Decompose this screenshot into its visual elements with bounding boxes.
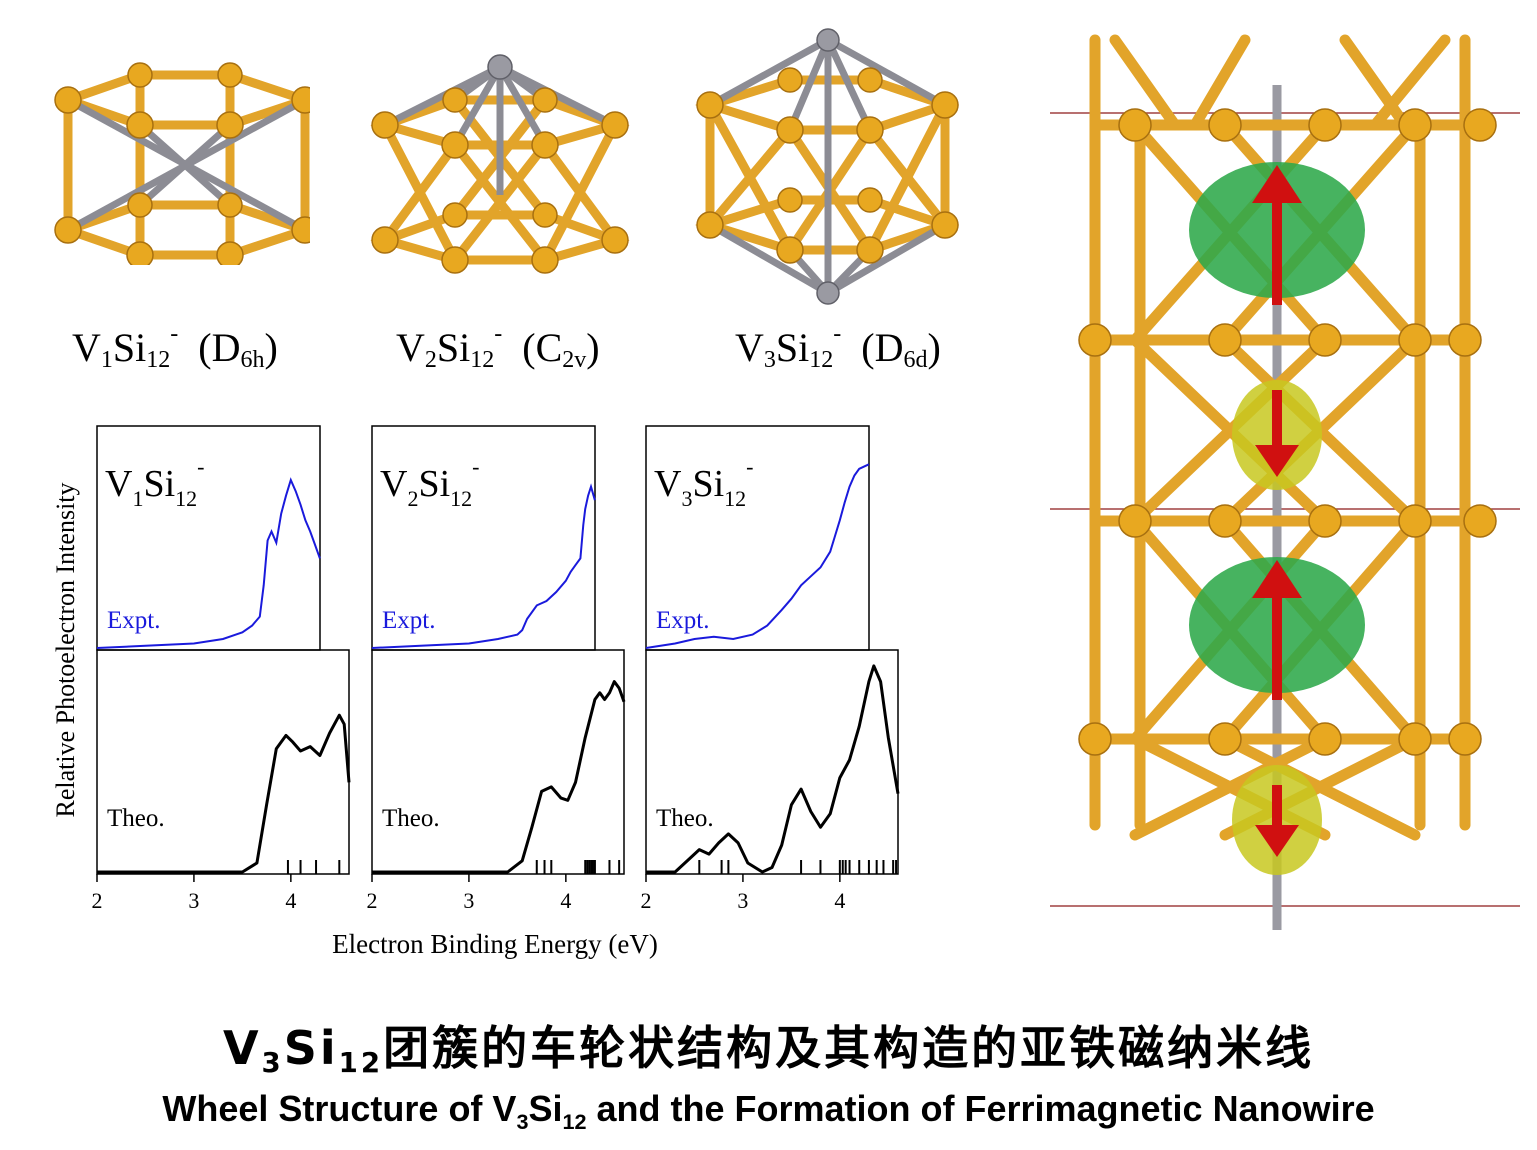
x-tick-label-1-2: 2 xyxy=(92,888,103,913)
panel-formula-3: V3Si12- xyxy=(654,454,753,511)
nanowire-structure-image xyxy=(1050,34,1520,930)
theo-label-2: Theo. xyxy=(382,805,440,832)
x-tick-label-2-2: 2 xyxy=(367,888,378,913)
theo-frame-1 xyxy=(96,649,350,875)
theo-label-1: Theo. xyxy=(107,805,165,832)
title-english: Wheel Structure of V3Si12 and the Format… xyxy=(162,1088,1375,1134)
x-axis-label: Electron Binding Energy (eV) xyxy=(332,929,658,959)
expt-curve-2 xyxy=(371,483,596,649)
spectra-chart: Relative Photoelectron Intensity Electro… xyxy=(51,425,900,959)
v3si12-structure-image xyxy=(694,28,960,305)
theo-label-3: Theo. xyxy=(656,805,714,832)
expt-label-2: Expt. xyxy=(382,607,435,634)
y-axis-label: Relative Photoelectron Intensity xyxy=(51,482,80,817)
theo-frame-3 xyxy=(645,649,899,875)
cluster-label-3: V3Si12- (D6d) xyxy=(735,321,941,373)
x-tick-label-2-4: 4 xyxy=(560,888,571,913)
cluster-label-2: V2Si12- (C2v) xyxy=(396,321,600,373)
x-tick-label-3-4: 4 xyxy=(834,888,845,913)
expt-label-3: Expt. xyxy=(656,607,709,634)
panel-formula-1: V1Si12- xyxy=(105,454,204,511)
v2si12-structure-image xyxy=(370,54,630,274)
title-chinese: V3Si12团簇的车轮状结构及其构造的亚铁磁纳米线 xyxy=(222,1021,1315,1079)
theo-curve-1 xyxy=(97,713,351,874)
x-tick-label-1-4: 4 xyxy=(285,888,296,913)
x-tick-label-3-3: 3 xyxy=(737,888,748,913)
theo-frame-2 xyxy=(371,649,625,875)
x-tick-label-1-3: 3 xyxy=(188,888,199,913)
expt-curve-3 xyxy=(645,463,870,649)
expt-label-1: Expt. xyxy=(107,607,160,634)
panel-formula-2: V2Si12- xyxy=(380,454,479,511)
theo-curve-3 xyxy=(646,664,900,874)
expt-curve-1 xyxy=(96,477,321,649)
theo-curve-2 xyxy=(372,680,626,874)
v1si12-structure-image xyxy=(54,62,310,265)
x-tick-label-3-2: 2 xyxy=(641,888,652,913)
x-tick-label-2-3: 3 xyxy=(463,888,474,913)
cluster-label-1: V1Si12- (D6h) xyxy=(72,321,278,373)
